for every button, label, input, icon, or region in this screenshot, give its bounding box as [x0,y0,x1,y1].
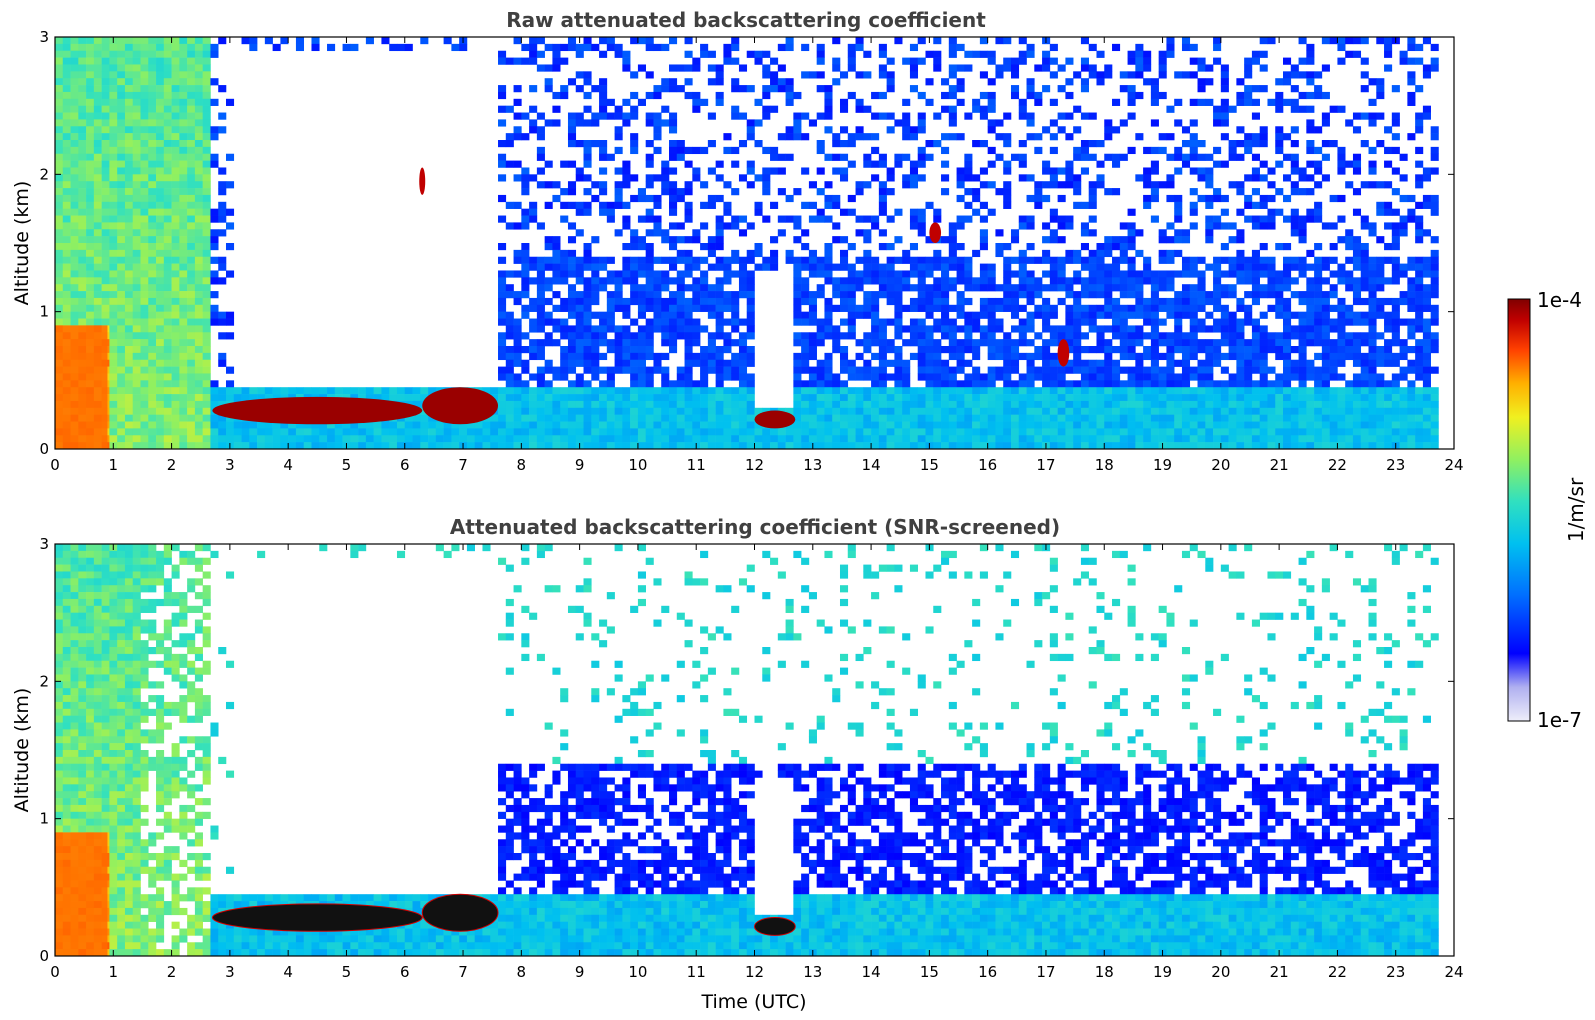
x-tick-label: 1 [109,456,119,474]
x-tick-label: 15 [920,963,939,981]
x-tick-label: 12 [745,456,764,474]
y-tick-label: 1 [39,810,49,828]
raw-backscatter-panel: Raw attenuated backscattering coefficien… [11,8,1464,474]
x-tick-label: 1 [109,963,119,981]
chart-title: Raw attenuated backscattering coefficien… [506,8,986,32]
x-tick-label: 23 [1386,456,1405,474]
x-tick-label: 2 [167,456,177,474]
heatmap-area [55,37,1439,450]
y-axis-label: Altitude (km) [11,181,33,306]
x-tick-label: 5 [342,963,352,981]
x-tick-label: 10 [628,456,647,474]
x-tick-label: 5 [342,456,352,474]
x-tick-label: 3 [225,456,235,474]
colorbar-min-label: 1e-7 [1537,708,1582,732]
x-tick-label: 19 [1153,963,1172,981]
colorbar-label: 1/m/sr [1564,477,1588,542]
feature-cloud-patch-1p5km [929,222,942,243]
feature-low-cloud-c [754,917,796,936]
x-tick-label: 9 [575,963,585,981]
x-tick-label: 19 [1153,456,1172,474]
x-tick-label: 9 [575,456,585,474]
x-tick-label: 16 [978,456,997,474]
x-tick-label: 17 [1036,963,1055,981]
x-tick-label: 20 [1211,963,1230,981]
y-tick-label: 0 [39,440,49,458]
x-tick-label: 6 [400,963,410,981]
feature-strong-surface-aerosol [55,832,108,956]
x-tick-label: 21 [1270,456,1289,474]
x-axis-ticks: 0 1 2 3 4 5 6 7 8 9 10 11 12 13 14 15 16 17 18 19 20 21 22 23 24 [50,37,1464,474]
x-axis-ticks: 0 1 2 3 4 5 6 7 8 9 10 11 12 13 14 15 16 17 18 19 20 21 22 23 24 [50,544,1464,981]
x-tick-label: 0 [50,456,60,474]
x-tick-label: 4 [283,963,293,981]
y-tick-label: 2 [39,165,49,183]
x-tick-label: 3 [225,963,235,981]
colorbar: 1e-4 1e-7 1/m/sr [1507,288,1588,732]
feature-cloud-patch-2km [419,167,426,195]
x-tick-label: 22 [1328,963,1347,981]
y-tick-label: 3 [39,28,49,46]
x-tick-label: 24 [1444,963,1463,981]
x-tick-label: 4 [283,456,293,474]
x-tick-label: 22 [1328,456,1347,474]
x-tick-label: 23 [1386,963,1405,981]
colorbar-scale [1507,298,1531,722]
x-tick-label: 16 [978,963,997,981]
heatmap-area [55,544,1439,957]
x-tick-label: 12 [745,963,764,981]
x-tick-label: 7 [458,963,468,981]
y-axis-ticks: 0 1 2 3 [39,535,1454,965]
y-axis-ticks: 0 1 2 3 [39,28,1454,458]
chart-title: Attenuated backscattering coefficient (S… [450,515,1060,539]
x-tick-label: 8 [517,456,527,474]
y-tick-label: 3 [39,535,49,553]
x-tick-label: 10 [628,963,647,981]
y-axis-label: Altitude (km) [11,688,33,813]
snr-screened-panel: Attenuated backscattering coefficient (S… [11,515,1464,1013]
feature-low-cloud-a [212,396,423,425]
y-tick-label: 1 [39,303,49,321]
x-tick-label: 17 [1036,456,1055,474]
x-tick-label: 11 [687,456,706,474]
x-tick-label: 18 [1095,963,1114,981]
x-tick-label: 13 [803,456,822,474]
x-tick-label: 8 [517,963,527,981]
feature-low-cloud-c [754,410,796,429]
y-tick-label: 0 [39,947,49,965]
x-tick-label: 18 [1095,456,1114,474]
x-tick-label: 14 [862,963,881,981]
x-tick-label: 0 [50,963,60,981]
x-tick-label: 2 [167,963,177,981]
x-tick-label: 11 [687,963,706,981]
x-tick-label: 20 [1211,456,1230,474]
x-tick-label: 13 [803,963,822,981]
x-tick-label: 15 [920,456,939,474]
x-tick-label: 7 [458,456,468,474]
feature-low-cloud-a [211,903,423,932]
x-tick-label: 21 [1270,963,1289,981]
feature-cloud-patch-0p7km [1057,339,1070,367]
x-axis-label: Time (UTC) [700,991,806,1013]
feature-low-cloud-b [422,387,499,425]
feature-low-cloud-b [421,893,499,932]
feature-strong-surface-aerosol [55,325,108,449]
x-tick-label: 24 [1444,456,1463,474]
x-tick-label: 6 [400,456,410,474]
y-tick-label: 2 [39,672,49,690]
colorbar-max-label: 1e-4 [1537,288,1582,312]
x-tick-label: 14 [862,456,881,474]
